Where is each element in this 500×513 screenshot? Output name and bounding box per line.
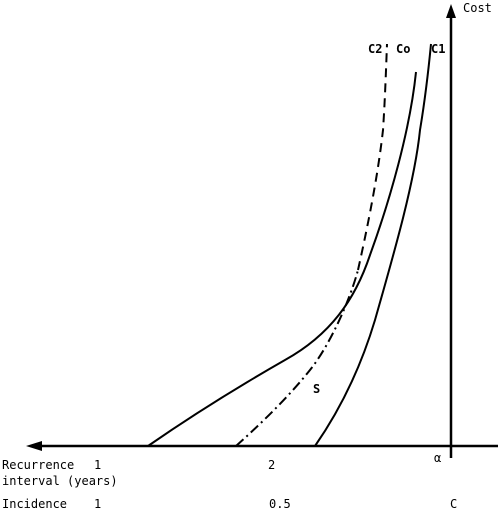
x-axis-arrowhead [26, 441, 42, 451]
curve-c0 [147, 71, 417, 447]
incidence-tick-0.5: 0.5 [269, 497, 291, 511]
recurrence-tick-1: 1 [94, 458, 101, 472]
curve-c2 [357, 43, 388, 271]
curve-c0-label: Co [396, 42, 410, 56]
recurrence-title-line2: interval (years) [2, 474, 118, 488]
incidence-tick-c: C [450, 497, 457, 511]
curve-c2-label: C2 [368, 42, 382, 56]
curve-c1-label: C1 [431, 42, 445, 56]
recurrence-title-line1: Recurrence [2, 458, 74, 472]
y-axis-arrowhead [446, 4, 456, 18]
y-axis-label: Cost [463, 1, 492, 15]
origin-label: α [434, 451, 441, 465]
curve-c1 [314, 43, 432, 447]
incidence-title: Incidence [2, 497, 67, 511]
recurrence-tick-2: 2 [268, 458, 275, 472]
curve-s [235, 269, 359, 447]
curve-s-label: S [313, 382, 320, 396]
incidence-tick-1: 1 [94, 497, 101, 511]
